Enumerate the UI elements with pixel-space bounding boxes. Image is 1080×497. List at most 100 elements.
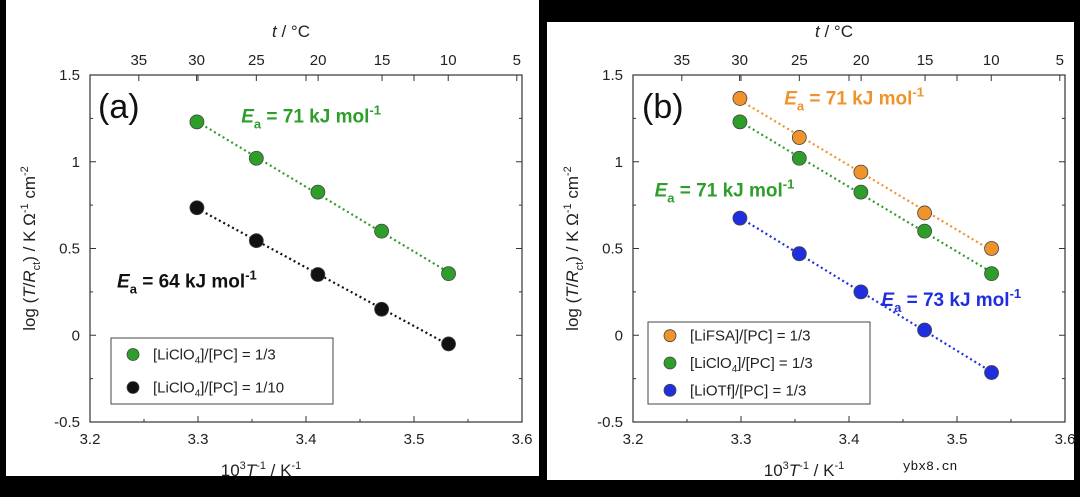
x-axis-label-unit: / K <box>266 461 292 480</box>
ea-annotation-3: Ea = 73 kJ mol-1 <box>881 286 1021 315</box>
top-tick-label: 15 <box>374 52 391 69</box>
ea-annotation-E: E <box>784 88 798 109</box>
frame-right-edge <box>1074 0 1080 497</box>
x-axis-label-sup: -1 <box>291 460 301 472</box>
y-axis-label-sup: -1 <box>19 203 31 213</box>
data-point-series-1 <box>189 114 205 130</box>
y-axis-label: log (T/Rct) / K Ω-1 cm-2 <box>19 166 43 331</box>
top-tick-label: 20 <box>310 52 327 69</box>
data-point-series-1 <box>732 91 748 106</box>
y-tick-label: 0 <box>615 327 623 344</box>
data-point-series-2 <box>374 301 390 317</box>
data-point-series-1 <box>310 184 326 200</box>
data-point-series-1 <box>853 164 869 180</box>
x-axis-label-sup: -1 <box>256 460 266 472</box>
ea-annotation-1: Ea = 71 kJ mol-1 <box>784 84 924 113</box>
y-tick-label: -0.5 <box>597 414 623 431</box>
top-axis-label: t / °C <box>272 22 310 41</box>
legend-label-pre: [LiFSA]/[PC] = 1/3 <box>690 328 810 345</box>
y-axis-label-R: R <box>20 270 39 282</box>
ea-annotation-E: E <box>241 107 255 128</box>
watermark: ybx8.cn <box>903 459 958 474</box>
x-axis-label-sup: 3 <box>783 460 789 472</box>
x-axis-label-T: T <box>789 461 801 480</box>
data-point-series-3 <box>917 322 932 338</box>
top-axis-label-t: t <box>272 22 278 41</box>
top-axis-label-unit: / °C <box>820 22 853 41</box>
y-axis-label-rest: ) / K Ω <box>563 213 582 262</box>
x-tick-label: 3.6 <box>512 431 533 448</box>
x-axis-label-base: 10 <box>764 461 783 480</box>
y-axis-label-cm: cm <box>20 176 39 203</box>
y-axis-label-rest: ) / K Ω <box>20 213 39 262</box>
frame-top-right <box>539 0 1080 22</box>
data-point-series-2 <box>189 200 205 216</box>
legend-label: [LiFSA]/[PC] = 1/3 <box>690 328 810 345</box>
y-axis-label-slash: / <box>20 282 39 287</box>
ea-annotation-sub: a <box>667 190 675 205</box>
y-axis-label-sup: -1 <box>562 203 574 213</box>
y-tick-label: 0.5 <box>59 241 80 258</box>
x-tick-label: 3.5 <box>404 431 425 448</box>
data-point-series-1 <box>984 241 999 256</box>
data-point-series-1 <box>441 266 456 282</box>
x-axis-label: 103T-1 / K-1 <box>764 460 845 480</box>
legend-label-pre: [LiClO <box>153 380 195 397</box>
top-tick-label: 20 <box>853 52 870 69</box>
data-point-series-2 <box>732 114 748 130</box>
y-axis-label: log (T/Rct) / K Ω-1 cm-2 <box>562 166 586 331</box>
panel-b: 3.2 3.3 3.4 3.5 3.6 -0.5 0 0.5 1 1.5 35 30 25 20 15 10 5… <box>562 22 1075 480</box>
legend-label-pre: [LiClO <box>690 355 732 372</box>
y-axis-label-pre: log ( <box>20 297 39 330</box>
legend-label: [LiClO4]/[PC] = 1/10 <box>153 380 284 400</box>
legend-marker <box>126 348 140 361</box>
x-axis-label-sup: -1 <box>799 460 809 472</box>
ea-annotation-text: = 71 kJ mol <box>675 180 783 201</box>
legend-box <box>647 321 871 405</box>
top-axis-label-t: t <box>815 22 821 41</box>
legend-label-pre: [LiClO <box>153 347 195 364</box>
ea-annotation-sub: a <box>894 300 902 315</box>
y-axis-label-T: T <box>20 286 39 298</box>
x-tick-label: 3.4 <box>839 431 860 448</box>
data-point-series-3 <box>853 284 869 300</box>
legend-label-pre: [LiOTf]/[PC] = 1/3 <box>690 382 806 399</box>
frame-gap-middle <box>539 0 547 497</box>
ea-annotation-sub: a <box>797 98 805 113</box>
x-tick-label: 3.3 <box>731 431 752 448</box>
legend-label-post: ]/[PC] = 1/3 <box>737 355 812 372</box>
frame-left-edge <box>0 0 6 497</box>
y-tick-label: 1.5 <box>602 67 623 84</box>
panel-label: (b) <box>642 88 684 126</box>
x-axis-label-unit: / K <box>809 461 835 480</box>
y-tick-label: 1.5 <box>59 67 80 84</box>
top-tick-label: 10 <box>983 52 1000 69</box>
y-axis-label-cm: cm <box>563 176 582 203</box>
legend-marker <box>663 383 677 397</box>
top-axis-label-unit: / °C <box>277 22 310 41</box>
top-tick-label: 10 <box>440 52 457 69</box>
data-point-series-3 <box>984 365 999 380</box>
x-tick-label: 3.4 <box>296 431 317 448</box>
fit-line-series-3 <box>739 216 993 373</box>
top-tick-label: 25 <box>791 52 808 69</box>
y-tick-label: 0 <box>72 327 80 344</box>
data-point-series-2 <box>441 336 456 352</box>
y-axis-label-slash: / <box>563 282 582 287</box>
legend-label: [LiOTf]/[PC] = 1/3 <box>690 382 806 399</box>
y-axis-label-sup: -2 <box>19 166 31 176</box>
x-axis-label-sup: -1 <box>834 460 844 472</box>
legend-box <box>110 337 334 405</box>
top-tick-label: 30 <box>188 52 205 69</box>
top-tick-label: 5 <box>513 52 521 69</box>
legend-label-post: ]/[PC] = 1/3 <box>200 347 275 364</box>
x-axis-label-base: 10 <box>221 461 240 480</box>
panel-a: 3.2 3.3 3.4 3.5 3.6 -0.5 0 0.5 1 1.5 35 30 25 20 15 10 5… <box>19 22 532 480</box>
x-tick-label: 3.3 <box>188 431 209 448</box>
legend-marker <box>663 356 677 370</box>
data-point-series-1 <box>791 130 807 145</box>
frame-bottom-left <box>0 476 539 497</box>
legend-label-sub: 4 <box>732 364 738 375</box>
y-axis-label-R: R <box>563 270 582 282</box>
